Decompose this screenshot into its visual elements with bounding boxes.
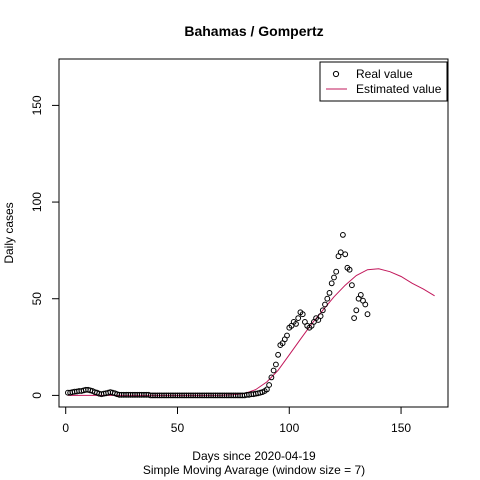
real-value-point — [364, 311, 371, 318]
real-value-point — [295, 315, 302, 322]
real-value-point — [326, 290, 333, 296]
y-axis: 0 50 100 150 — [30, 95, 60, 399]
x-axis-label: Days since 2020-04-19 — [192, 449, 316, 463]
real-value-point — [299, 311, 306, 318]
y-tick-label: 150 — [30, 95, 44, 115]
real-value-point — [342, 251, 349, 258]
x-tick-label: 0 — [62, 421, 69, 435]
real-value-point — [264, 386, 270, 393]
real-value-point — [351, 315, 358, 322]
legend-real-value-marker — [332, 70, 340, 78]
real-value-point — [319, 307, 326, 314]
real-value-point — [324, 295, 331, 302]
chart-subtitle: Simple Moving Avarage (window size = 7) — [143, 463, 365, 477]
real-value-point — [293, 321, 299, 327]
chart-title: Bahamas / Gompertz — [184, 23, 323, 39]
real-value-point — [349, 282, 355, 289]
real-value-point — [275, 351, 282, 358]
real-value-point — [331, 274, 337, 281]
x-tick-label: 150 — [391, 421, 411, 435]
real-value-point — [346, 266, 353, 273]
real-value-point — [333, 268, 340, 275]
real-value-point — [328, 280, 335, 287]
real-value-point — [273, 361, 279, 368]
y-axis-label: Daily cases — [2, 202, 16, 263]
x-axis: 0 50 100 150 — [62, 406, 411, 435]
legend-estimated-value-label: Estimated value — [356, 82, 442, 96]
real-value-point — [270, 367, 277, 374]
real-value-point — [268, 374, 275, 381]
y-tick-label: 0 — [30, 392, 44, 399]
x-tick-label: 100 — [279, 421, 299, 435]
legend-real-value-label: Real value — [356, 67, 413, 81]
real-value-point — [322, 301, 328, 308]
real-value-series — [65, 232, 371, 399]
estimated-value-series — [67, 268, 435, 396]
legend: Real value Estimated value — [319, 61, 448, 102]
y-tick-label: 50 — [30, 292, 44, 306]
y-tick-label: 100 — [30, 192, 44, 212]
real-value-point — [266, 382, 273, 388]
real-value-point — [317, 313, 324, 320]
x-tick-label: 50 — [171, 421, 185, 435]
estimated-value-line — [67, 268, 435, 396]
real-value-point — [362, 301, 369, 308]
real-value-point — [284, 332, 290, 339]
legend-box — [319, 61, 448, 102]
real-value-point — [353, 307, 360, 314]
real-value-point — [340, 232, 346, 238]
real-value-point — [357, 292, 364, 298]
real-value-point — [337, 249, 344, 256]
